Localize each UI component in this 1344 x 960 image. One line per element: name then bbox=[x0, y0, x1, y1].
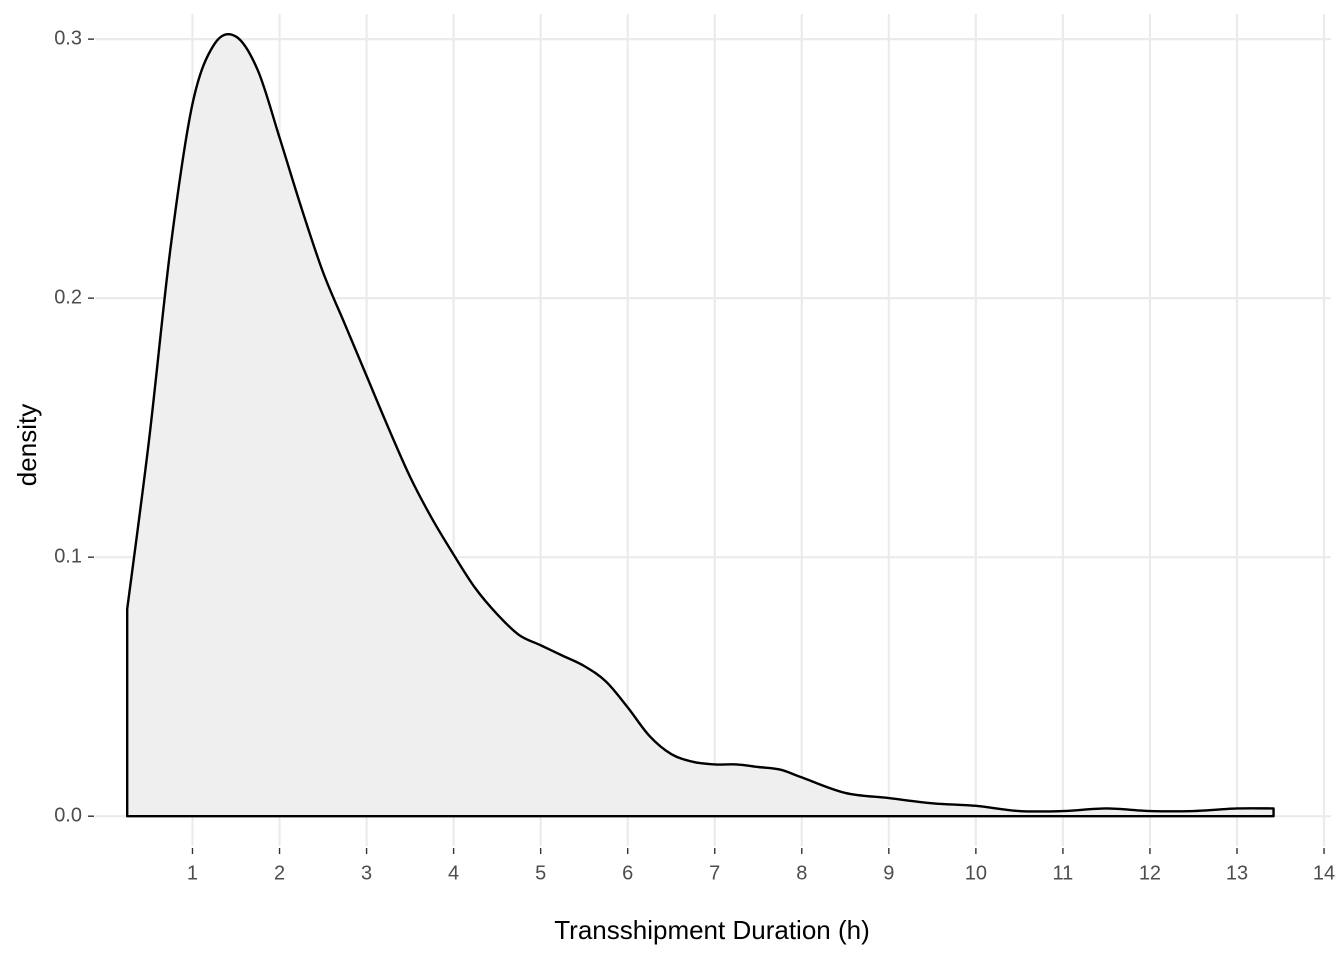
x-tick-label: 8 bbox=[796, 862, 807, 884]
x-tick-label: 14 bbox=[1313, 862, 1335, 884]
y-tick-label: 0.1 bbox=[54, 545, 82, 567]
y-tick-label: 0.2 bbox=[54, 286, 82, 308]
y-axis-title: density bbox=[12, 404, 42, 486]
density-curve bbox=[126, 32, 1275, 818]
x-tick-label: 5 bbox=[535, 862, 546, 884]
x-tick-label: 1 bbox=[187, 862, 198, 884]
x-tick-label: 10 bbox=[965, 862, 987, 884]
x-tick-label: 6 bbox=[622, 862, 633, 884]
y-tick-label: 0.3 bbox=[54, 27, 82, 49]
x-tick-label: 3 bbox=[361, 862, 372, 884]
x-tick-label: 12 bbox=[1139, 862, 1161, 884]
x-tick-label: 9 bbox=[883, 862, 894, 884]
y-tick-label: 0.0 bbox=[54, 804, 82, 826]
x-tick-label: 11 bbox=[1053, 862, 1074, 884]
x-tick-label: 4 bbox=[448, 862, 459, 884]
y-axis: 0.0 0.1 0.2 0.3 bbox=[54, 27, 94, 826]
grid-lines bbox=[95, 14, 1331, 846]
x-tick-label: 2 bbox=[274, 862, 285, 884]
density-area-layer bbox=[126, 32, 1275, 818]
x-tick-label: 7 bbox=[709, 862, 720, 884]
x-tick-label: 13 bbox=[1226, 862, 1248, 884]
x-axis: 1 2 3 4 5 6 7 8 9 10 11 12 13 14 bbox=[187, 848, 1335, 884]
x-axis-title: Transshipment Duration (h) bbox=[554, 915, 870, 945]
